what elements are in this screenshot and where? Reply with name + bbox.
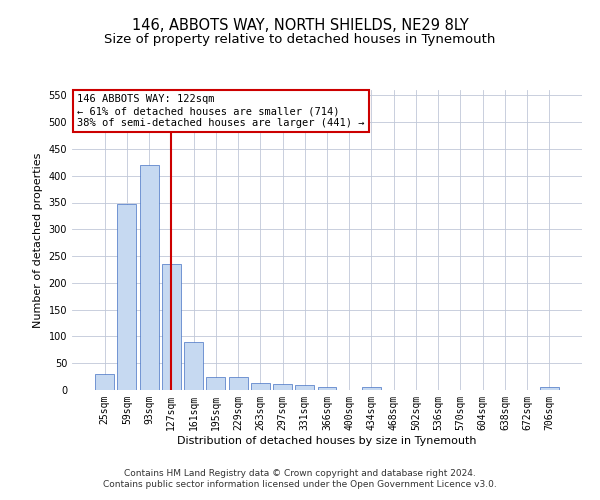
Y-axis label: Number of detached properties: Number of detached properties bbox=[33, 152, 43, 328]
Bar bbox=[273, 384, 292, 390]
Text: 146 ABBOTS WAY: 122sqm
← 61% of detached houses are smaller (714)
38% of semi-de: 146 ABBOTS WAY: 122sqm ← 61% of detached… bbox=[77, 94, 365, 128]
Text: 146, ABBOTS WAY, NORTH SHIELDS, NE29 8LY: 146, ABBOTS WAY, NORTH SHIELDS, NE29 8LY bbox=[131, 18, 469, 32]
Bar bbox=[162, 264, 181, 390]
Bar bbox=[229, 376, 248, 390]
Text: Size of property relative to detached houses in Tynemouth: Size of property relative to detached ho… bbox=[104, 32, 496, 46]
Bar bbox=[251, 382, 270, 390]
Bar bbox=[140, 165, 158, 390]
Bar bbox=[206, 376, 225, 390]
Bar bbox=[184, 342, 203, 390]
Text: Contains public sector information licensed under the Open Government Licence v3: Contains public sector information licen… bbox=[103, 480, 497, 489]
Bar bbox=[362, 388, 381, 390]
Bar bbox=[295, 384, 314, 390]
Bar bbox=[317, 388, 337, 390]
X-axis label: Distribution of detached houses by size in Tynemouth: Distribution of detached houses by size … bbox=[177, 436, 477, 446]
Bar bbox=[540, 388, 559, 390]
Bar bbox=[118, 204, 136, 390]
Text: Contains HM Land Registry data © Crown copyright and database right 2024.: Contains HM Land Registry data © Crown c… bbox=[124, 468, 476, 477]
Bar bbox=[95, 374, 114, 390]
